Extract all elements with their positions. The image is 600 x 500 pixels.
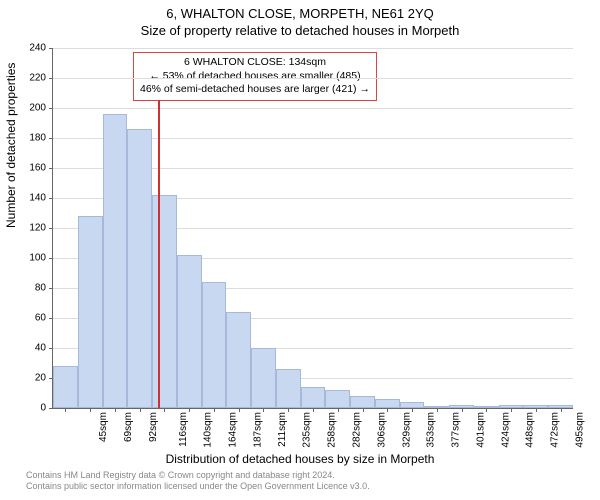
xtick-label: 306sqm: [376, 412, 387, 448]
ytick-mark: [49, 408, 53, 409]
xtick-mark: [462, 408, 463, 412]
xtick-label: 258sqm: [327, 412, 338, 448]
xtick-mark: [239, 408, 240, 412]
gridline: [53, 78, 573, 79]
x-axis-label: Distribution of detached houses by size …: [0, 452, 600, 466]
ytick-label: 40: [16, 343, 46, 354]
xtick-label: 235sqm: [302, 412, 313, 448]
chart-container: 6, WHALTON CLOSE, MORPETH, NE61 2YQ Size…: [0, 0, 600, 500]
xtick-label: 377sqm: [451, 412, 462, 448]
xtick-mark: [214, 408, 215, 412]
histogram-bar: [375, 399, 400, 408]
histogram-bar: [325, 390, 350, 408]
ytick-mark: [49, 108, 53, 109]
xtick-mark: [511, 408, 512, 412]
xtick-mark: [412, 408, 413, 412]
gridline: [53, 108, 573, 109]
ytick-mark: [49, 48, 53, 49]
xtick-mark: [115, 408, 116, 412]
xtick-mark: [164, 408, 165, 412]
ytick-mark: [49, 288, 53, 289]
histogram-bar: [276, 369, 301, 408]
annotation-line-3: 46% of semi-detached houses are larger (…: [140, 83, 370, 97]
ytick-label: 80: [16, 283, 46, 294]
histogram-bar: [202, 282, 227, 408]
xtick-label: 424sqm: [500, 412, 511, 448]
xtick-label: 164sqm: [228, 412, 239, 448]
xtick-mark: [263, 408, 264, 412]
histogram-bar: [53, 366, 78, 408]
ytick-label: 240: [16, 43, 46, 54]
ytick-label: 100: [16, 253, 46, 264]
ytick-mark: [49, 258, 53, 259]
chart-area: 6 WHALTON CLOSE: 134sqm ← 53% of detache…: [52, 48, 572, 408]
xtick-label: 69sqm: [123, 412, 134, 442]
xtick-mark: [288, 408, 289, 412]
xtick-mark: [387, 408, 388, 412]
histogram-bar: [350, 396, 375, 408]
xtick-label: 401sqm: [475, 412, 486, 448]
ytick-label: 120: [16, 223, 46, 234]
annotation-line-2: ← 53% of detached houses are smaller (48…: [140, 70, 370, 84]
annotation-box: 6 WHALTON CLOSE: 134sqm ← 53% of detache…: [133, 52, 377, 101]
xtick-mark: [65, 408, 66, 412]
xtick-label: 353sqm: [426, 412, 437, 448]
gridline: [53, 48, 573, 49]
ytick-mark: [49, 318, 53, 319]
plot-region: 6 WHALTON CLOSE: 134sqm ← 53% of detache…: [52, 48, 573, 409]
marker-line: [158, 100, 160, 408]
xtick-label: 140sqm: [203, 412, 214, 448]
xtick-label: 187sqm: [253, 412, 264, 448]
ytick-label: 140: [16, 193, 46, 204]
xtick-mark: [338, 408, 339, 412]
xtick-mark: [486, 408, 487, 412]
ytick-mark: [49, 198, 53, 199]
footer-line-1: Contains HM Land Registry data © Crown c…: [26, 470, 370, 481]
ytick-mark: [49, 138, 53, 139]
histogram-bar: [127, 129, 152, 408]
xtick-mark: [363, 408, 364, 412]
ytick-mark: [49, 348, 53, 349]
page-title: 6, WHALTON CLOSE, MORPETH, NE61 2YQ: [0, 0, 600, 21]
xtick-mark: [313, 408, 314, 412]
ytick-label: 20: [16, 373, 46, 384]
xtick-mark: [189, 408, 190, 412]
footer-line-2: Contains public sector information licen…: [26, 481, 370, 492]
histogram-bar: [226, 312, 251, 408]
ytick-label: 60: [16, 313, 46, 324]
xtick-label: 495sqm: [574, 412, 585, 448]
page-subtitle: Size of property relative to detached ho…: [0, 21, 600, 38]
ytick-label: 220: [16, 73, 46, 84]
histogram-bar: [177, 255, 202, 408]
xtick-label: 448sqm: [525, 412, 536, 448]
footer-attribution: Contains HM Land Registry data © Crown c…: [26, 470, 370, 492]
histogram-bar: [301, 387, 326, 408]
histogram-bar: [251, 348, 276, 408]
xtick-label: 329sqm: [401, 412, 412, 448]
ytick-mark: [49, 168, 53, 169]
ytick-label: 200: [16, 103, 46, 114]
histogram-bar: [103, 114, 128, 408]
xtick-mark: [140, 408, 141, 412]
xtick-label: 211sqm: [277, 412, 288, 447]
ytick-label: 180: [16, 133, 46, 144]
xtick-label: 92sqm: [148, 412, 159, 442]
annotation-line-1: 6 WHALTON CLOSE: 134sqm: [140, 56, 370, 70]
histogram-bar: [152, 195, 177, 408]
xtick-mark: [90, 408, 91, 412]
histogram-bar: [78, 216, 103, 408]
xtick-label: 472sqm: [550, 412, 561, 448]
xtick-label: 45sqm: [98, 412, 109, 442]
xtick-mark: [561, 408, 562, 412]
xtick-label: 116sqm: [178, 412, 189, 447]
ytick-mark: [49, 78, 53, 79]
xtick-mark: [536, 408, 537, 412]
ytick-label: 0: [16, 403, 46, 414]
xtick-label: 282sqm: [352, 412, 363, 448]
ytick-label: 160: [16, 163, 46, 174]
xtick-mark: [437, 408, 438, 412]
ytick-mark: [49, 228, 53, 229]
